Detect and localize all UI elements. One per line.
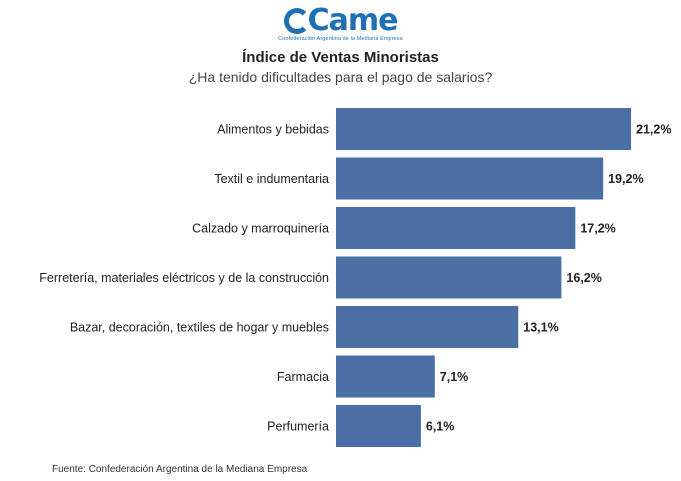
value-label-calzado-y-marroquineria: 17,2% xyxy=(580,222,615,236)
value-label-alimentos-y-bebidas: 21,2% xyxy=(636,123,671,137)
category-label-farmacia: Farmacia xyxy=(277,370,329,384)
logo-wordmark: Came xyxy=(283,3,399,38)
source-note: Fuente: Confederación Argentina de la Me… xyxy=(52,464,308,475)
category-label-ferreteria-materiales-electricos-y-de-la-construccion: Ferretería, materiales eléctricos y de l… xyxy=(39,271,329,285)
bar-bazar-decoracion-textiles-de-hogar-y-muebles xyxy=(336,306,519,348)
bar-alimentos-y-bebidas xyxy=(336,108,631,150)
value-label-bazar-decoracion-textiles-de-hogar-y-muebles: 13,1% xyxy=(523,321,558,335)
value-label-ferreteria-materiales-electricos-y-de-la-construccion: 16,2% xyxy=(566,271,601,285)
bar-farmacia xyxy=(336,355,435,398)
category-label-alimentos-y-bebidas: Alimentos y bebidas xyxy=(217,123,329,137)
value-label-farmacia: 7,1% xyxy=(440,370,469,384)
logo-tagline: Confederación Argentina de la Mediana Em… xyxy=(278,36,403,42)
logo-c-mark xyxy=(283,8,310,34)
value-label-perfumeria: 6,1% xyxy=(426,420,455,434)
chart-subtitle: ¿Ha tenido dificultades para el pago de … xyxy=(188,69,493,85)
bar-calzado-y-marroquineria xyxy=(336,207,576,249)
category-label-calzado-y-marroquineria: Calzado y marroquinería xyxy=(192,222,329,236)
bar-ferreteria-materiales-electricos-y-de-la-construccion xyxy=(336,256,562,299)
bar-textil-e-indumentaria xyxy=(336,157,604,200)
category-label-textil-e-indumentaria: Textil e indumentaria xyxy=(214,172,329,186)
bar-perfumeria xyxy=(336,405,421,447)
value-label-textil-e-indumentaria: 19,2% xyxy=(608,172,643,186)
category-label-perfumeria: Perfumería xyxy=(267,420,329,434)
category-label-bazar-decoracion-textiles-de-hogar-y-muebles: Bazar, decoración, textiles de hogar y m… xyxy=(70,321,329,335)
logo-wordmark-text: Came xyxy=(307,3,399,38)
came-logo: Came Confederación Argentina de la Media… xyxy=(0,3,681,43)
chart-title: Índice de Ventas Minoristas xyxy=(242,49,439,66)
